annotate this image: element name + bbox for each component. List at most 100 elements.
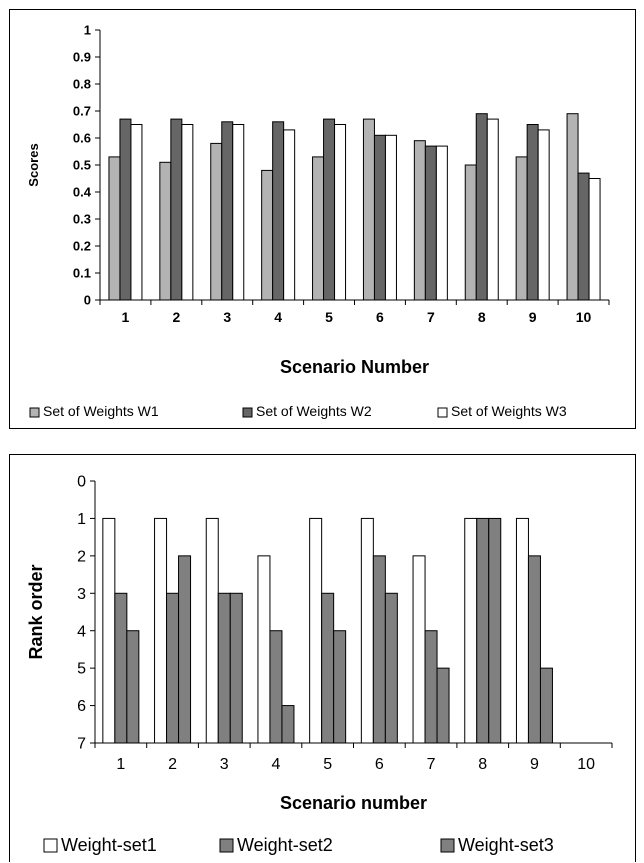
y-tick-label: 0.3 bbox=[73, 212, 91, 227]
bar-set-of-weights-w2-2 bbox=[170, 118, 183, 301]
bar-weight-set2-3 bbox=[217, 592, 231, 744]
bar-weight-set3-8 bbox=[488, 517, 502, 744]
bar-set-of-weights-w3-1 bbox=[130, 124, 143, 301]
legend-swatch bbox=[43, 838, 58, 853]
x-axis-title: Scenario number bbox=[280, 793, 427, 813]
bar-set-of-weights-w3-3 bbox=[232, 124, 245, 301]
bar-set-of-weights-w3-6 bbox=[384, 134, 397, 301]
legend-swatch bbox=[440, 838, 455, 853]
bar-weight-set3-5 bbox=[333, 630, 347, 744]
y-tick-label: 0.2 bbox=[73, 239, 91, 254]
y-tick-label: 1 bbox=[77, 511, 86, 528]
y-tick-label: 0.4 bbox=[73, 185, 92, 200]
bar-set-of-weights-w2-3 bbox=[221, 121, 234, 301]
bar-set-of-weights-w2-9 bbox=[526, 124, 539, 301]
bar-weight-set3-4 bbox=[281, 705, 295, 744]
x-tick-label: 1 bbox=[122, 309, 130, 325]
y-axis-title: Scores bbox=[26, 143, 41, 186]
bar-set-of-weights-w3-7 bbox=[435, 145, 448, 301]
bar-weight-set1-7 bbox=[412, 555, 426, 744]
y-tick-label: 0.7 bbox=[73, 104, 91, 119]
legend-label: Set of Weights W1 bbox=[43, 403, 159, 419]
bar-weight-set1-9 bbox=[515, 517, 529, 744]
bar-set-of-weights-w2-8 bbox=[475, 113, 488, 301]
x-axis-title: Scenario Number bbox=[280, 357, 429, 377]
bar-set-of-weights-w1-5 bbox=[312, 156, 325, 301]
bar-weight-set2-5 bbox=[321, 592, 335, 744]
bar-set-of-weights-w3-9 bbox=[537, 129, 550, 301]
bar-weight-set3-6 bbox=[384, 592, 398, 744]
legend-swatch bbox=[219, 838, 234, 853]
bar-weight-set3-1 bbox=[126, 630, 140, 744]
legend-swatch bbox=[242, 407, 253, 418]
y-tick-label: 0.5 bbox=[73, 158, 91, 173]
x-tick-label: 3 bbox=[220, 756, 229, 773]
y-axis-title: Rank order bbox=[26, 564, 46, 659]
x-tick-label: 6 bbox=[376, 309, 384, 325]
bar-weight-set3-7 bbox=[436, 667, 450, 744]
bar-set-of-weights-w2-6 bbox=[373, 134, 386, 301]
y-tick-label: 5 bbox=[77, 661, 86, 678]
y-tick-label: 0.8 bbox=[73, 77, 91, 92]
x-tick-label: 1 bbox=[116, 756, 125, 773]
bar-set-of-weights-w3-2 bbox=[181, 124, 194, 301]
chart-panel-scores: 0 0.1 0.2 0.3 0.4 0.5 0.6 0.7 0.8 0.9 1 1 2 3 4 5 6 7 8 9 10… bbox=[9, 9, 636, 429]
x-tick-label: 10 bbox=[576, 309, 592, 325]
x-tick-label: 9 bbox=[530, 756, 539, 773]
x-tick-label: 3 bbox=[223, 309, 231, 325]
y-tick-label: 7 bbox=[77, 736, 86, 753]
bar-set-of-weights-w1-9 bbox=[515, 156, 528, 301]
bar-set-of-weights-w2-7 bbox=[424, 145, 437, 301]
y-tick-label: 6 bbox=[77, 698, 86, 715]
bar-set-of-weights-w2-1 bbox=[119, 118, 132, 301]
legend-label: Weight-set1 bbox=[61, 835, 157, 855]
bar-weight-set2-6 bbox=[372, 555, 386, 744]
y-tick-label: 3 bbox=[77, 586, 86, 603]
bar-weight-set1-2 bbox=[154, 517, 168, 744]
bar-set-of-weights-w3-5 bbox=[334, 124, 347, 301]
y-tick-label: 4 bbox=[77, 623, 86, 640]
chart-panel-rank-order: 0 1 2 3 4 5 6 7 1 2 3 4 5 6 7 8 9 10 Scenario number Rank o… bbox=[9, 454, 636, 862]
legend-label: Weight-set2 bbox=[237, 835, 333, 855]
bar-weight-set1-4 bbox=[257, 555, 271, 744]
bar-set-of-weights-w1-8 bbox=[464, 164, 477, 301]
bar-weight-set3-9 bbox=[539, 667, 553, 744]
y-tick-label: 2 bbox=[77, 548, 86, 565]
bar-set-of-weights-w1-3 bbox=[210, 142, 223, 301]
legend-label: Weight-set3 bbox=[458, 835, 554, 855]
bar-set-of-weights-w2-5 bbox=[323, 118, 336, 301]
bar-weight-set2-7 bbox=[424, 630, 438, 744]
bar-weight-set2-9 bbox=[527, 555, 541, 744]
y-tick-label: 0.6 bbox=[73, 131, 91, 146]
x-tick-label: 4 bbox=[274, 309, 282, 325]
legend-swatch bbox=[29, 407, 40, 418]
x-tick-label: 8 bbox=[478, 756, 487, 773]
legend-swatch bbox=[437, 407, 448, 418]
bar-weight-set2-2 bbox=[166, 592, 180, 744]
x-tick-label: 4 bbox=[271, 756, 280, 773]
bar-set-of-weights-w1-2 bbox=[159, 161, 172, 301]
x-tick-label: 8 bbox=[478, 309, 486, 325]
bar-set-of-weights-w3-4 bbox=[283, 129, 296, 301]
bar-set-of-weights-w1-7 bbox=[413, 140, 426, 301]
x-tick-label: 5 bbox=[323, 756, 332, 773]
x-tick-label: 2 bbox=[168, 756, 177, 773]
bar-weight-set1-5 bbox=[309, 517, 323, 744]
y-tick-label: 0 bbox=[77, 474, 86, 491]
x-tick-label: 2 bbox=[172, 309, 180, 325]
bar-set-of-weights-w2-4 bbox=[272, 121, 285, 301]
y-tick-label: 0.9 bbox=[73, 50, 91, 65]
bar-weight-set1-1 bbox=[102, 517, 116, 744]
bar-set-of-weights-w1-4 bbox=[261, 169, 274, 301]
bar-set-of-weights-w3-10 bbox=[588, 178, 601, 301]
bar-weight-set2-4 bbox=[269, 630, 283, 744]
bar-weight-set1-3 bbox=[205, 517, 219, 744]
bar-set-of-weights-w3-8 bbox=[486, 118, 499, 301]
bar-set-of-weights-w1-6 bbox=[362, 118, 375, 301]
y-tick-label: 1 bbox=[84, 23, 91, 38]
bar-set-of-weights-w2-10 bbox=[577, 172, 590, 301]
rank-order-bar-chart: 0 1 2 3 4 5 6 7 1 2 3 4 5 6 7 8 9 10 Scenario number Rank o… bbox=[26, 474, 613, 855]
scores-bar-chart: 0 0.1 0.2 0.3 0.4 0.5 0.6 0.7 0.8 0.9 1 1 2 3 4 5 6 7 8 9 10… bbox=[26, 23, 610, 419]
bar-weight-set1-6 bbox=[360, 517, 374, 744]
bar-set-of-weights-w1-10 bbox=[566, 113, 579, 301]
